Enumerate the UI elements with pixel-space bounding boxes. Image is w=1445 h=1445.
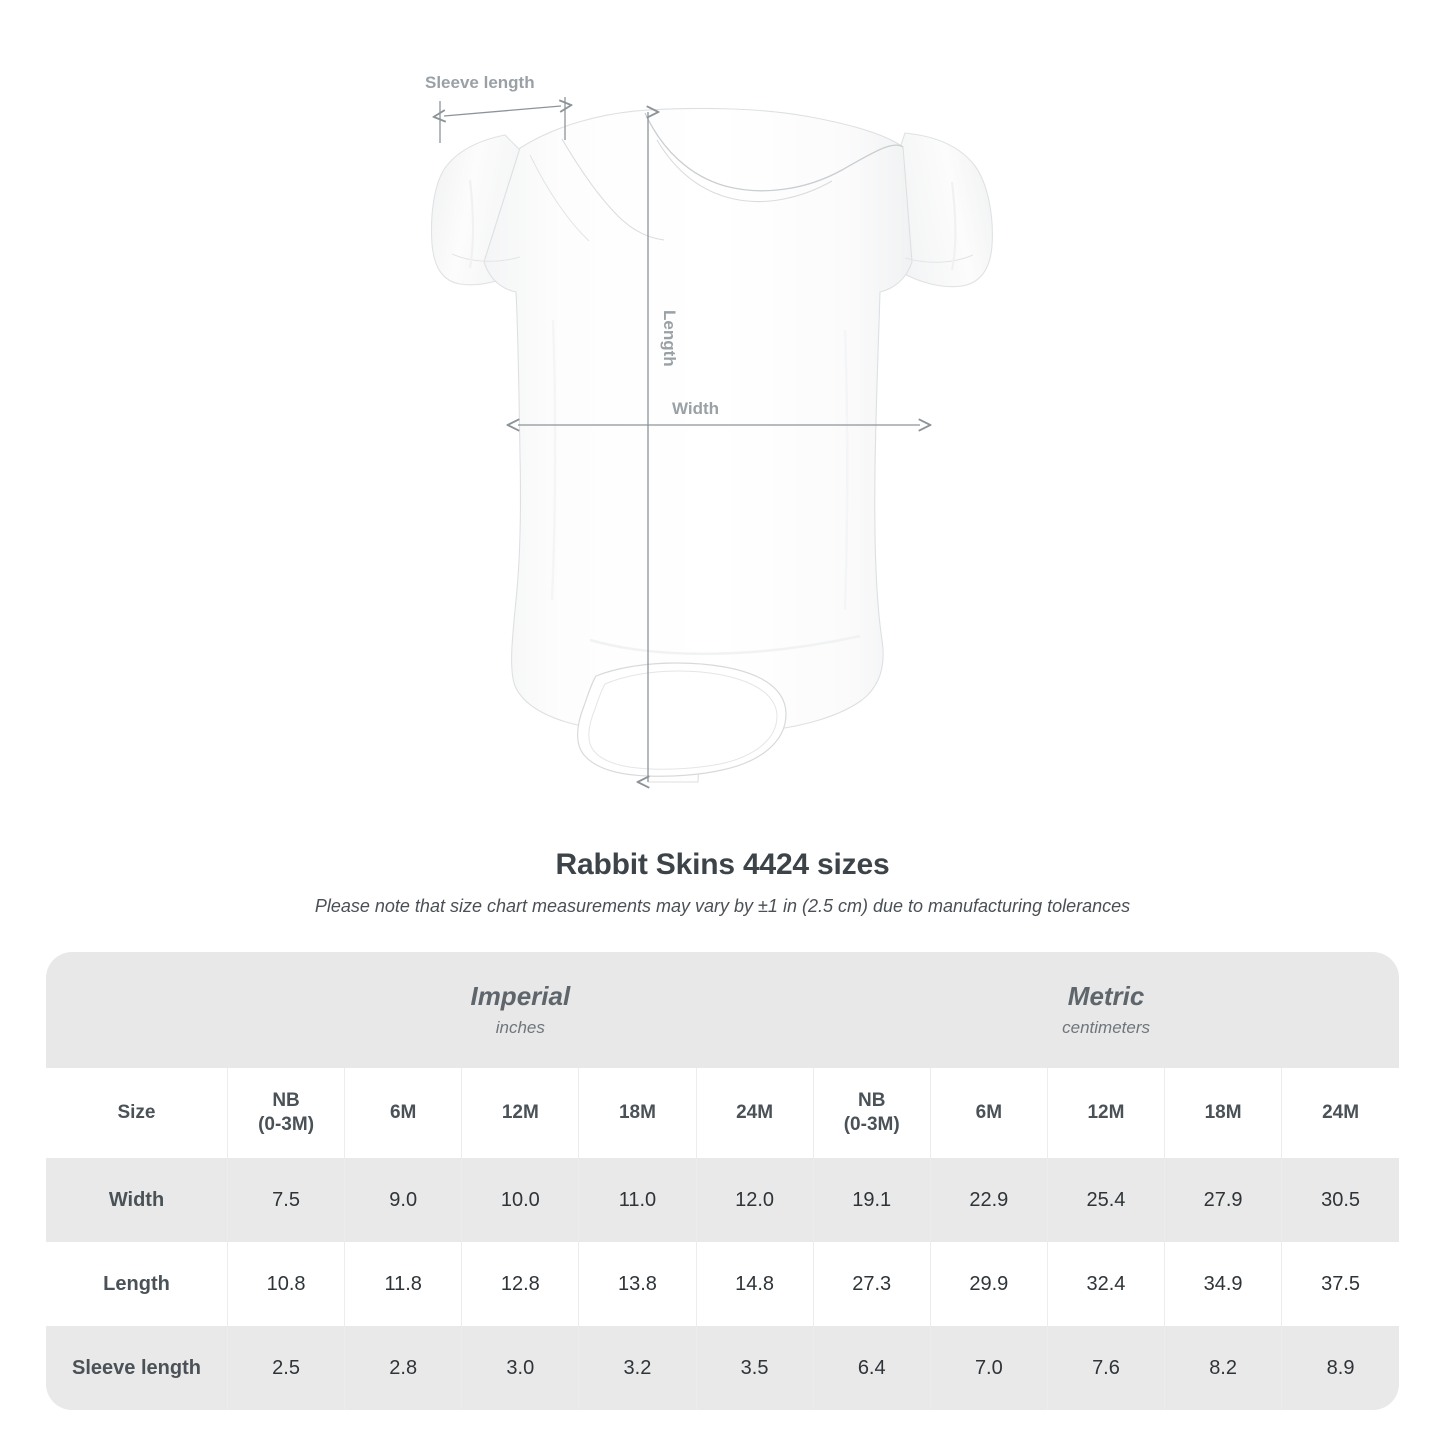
cell-length-1: 11.8 — [344, 1242, 462, 1326]
unit-banner-row: Imperial inches Metric centimeters — [46, 952, 1399, 1068]
cell-length-7: 32.4 — [1046, 1242, 1165, 1326]
cell-sleeve-3: 3.2 — [578, 1326, 696, 1410]
size-name: 18M — [1204, 1102, 1242, 1124]
cell-width-9: 30.5 — [1281, 1158, 1399, 1242]
cell-width-6: 22.9 — [929, 1158, 1048, 1242]
size-name: NB — [857, 1090, 886, 1112]
size-name: 6M — [975, 1102, 1003, 1124]
size-name: 6M — [389, 1102, 417, 1124]
sleeve-length-label: Sleeve length — [425, 73, 535, 92]
unit-banner-spacer — [46, 952, 228, 1068]
cell-width-8: 27.9 — [1164, 1158, 1282, 1242]
size-table-container: Imperial inches Metric centimeters Size … — [46, 952, 1399, 1410]
table-row: Width 7.5 9.0 10.0 11.0 12.0 19.1 22.9 2… — [46, 1158, 1399, 1242]
table-row: Sleeve length 2.5 2.8 3.0 3.2 3.5 6.4 7.… — [46, 1326, 1399, 1410]
size-name: 12M — [501, 1102, 539, 1124]
cell-length-4: 14.8 — [695, 1242, 814, 1326]
size-header-label: Size — [46, 1068, 228, 1158]
cell-sleeve-4: 3.5 — [695, 1326, 814, 1410]
page-subtitle: Please note that size chart measurements… — [314, 896, 1131, 916]
cell-length-9: 37.5 — [1281, 1242, 1399, 1326]
cell-length-2: 12.8 — [461, 1242, 579, 1326]
sleeve-arrow — [444, 106, 561, 116]
cell-length-8: 34.9 — [1164, 1242, 1282, 1326]
cell-sleeve-2: 3.0 — [461, 1326, 579, 1410]
cell-width-1: 9.0 — [344, 1158, 462, 1242]
title-block: Rabbit Skins 4424 sizes Please note that… — [0, 848, 1445, 917]
size-header-cell-8: 18M — [1164, 1068, 1282, 1158]
size-name: 18M — [618, 1102, 656, 1124]
row-label-length: Length — [46, 1242, 228, 1326]
size-header-cell-3: 18M — [578, 1068, 696, 1158]
cell-sleeve-8: 8.2 — [1164, 1326, 1282, 1410]
bodysuit-graphic — [431, 107, 993, 783]
size-header-cell-5: NB (0-3M) — [812, 1068, 931, 1158]
row-label-sleeve-length: Sleeve length — [46, 1326, 228, 1410]
cell-length-5: 27.3 — [812, 1242, 931, 1326]
cell-sleeve-1: 2.8 — [344, 1326, 462, 1410]
sleeve-length-dimension — [440, 97, 565, 143]
size-header-cell-6: 6M — [929, 1068, 1048, 1158]
size-table: Imperial inches Metric centimeters Size … — [46, 952, 1399, 1410]
cell-sleeve-5: 6.4 — [812, 1326, 931, 1410]
cell-width-0: 7.5 — [226, 1158, 345, 1242]
cell-length-6: 29.9 — [929, 1242, 1048, 1326]
size-header-cell-4: 24M — [695, 1068, 814, 1158]
cell-width-7: 25.4 — [1046, 1158, 1165, 1242]
unit-group-metric-sub: centimeters — [1062, 1017, 1151, 1037]
row-label-width: Width — [46, 1158, 228, 1242]
unit-group-metric: Metric centimeters — [813, 952, 1399, 1068]
cell-width-2: 10.0 — [461, 1158, 579, 1242]
size-header-cell-9: 24M — [1281, 1068, 1399, 1158]
unit-group-imperial-sub: inches — [495, 1017, 545, 1037]
cell-width-4: 12.0 — [695, 1158, 814, 1242]
size-sub: (0-3M) — [258, 1114, 315, 1135]
cell-width-5: 19.1 — [812, 1158, 931, 1242]
width-label: Width — [672, 399, 719, 418]
size-header-cell-1: 6M — [344, 1068, 462, 1158]
size-name: 12M — [1087, 1102, 1125, 1124]
size-header-cell-2: 12M — [461, 1068, 579, 1158]
cell-width-3: 11.0 — [578, 1158, 696, 1242]
size-header-cell-7: 12M — [1046, 1068, 1165, 1158]
cell-length-3: 13.8 — [578, 1242, 696, 1326]
unit-group-imperial: Imperial inches — [227, 952, 814, 1068]
table-row: Length 10.8 11.8 12.8 13.8 14.8 27.3 29.… — [46, 1242, 1399, 1326]
garment-illustration: Sleeve length Length Width — [425, 73, 993, 830]
cell-sleeve-6: 7.0 — [929, 1326, 1048, 1410]
size-header-cell-0: NB (0-3M) — [226, 1068, 345, 1158]
size-name: NB — [272, 1090, 300, 1112]
size-name: 24M — [736, 1102, 774, 1124]
size-name: 24M — [1322, 1102, 1360, 1124]
cell-sleeve-7: 7.6 — [1046, 1326, 1165, 1410]
cell-sleeve-0: 2.5 — [226, 1326, 345, 1410]
cell-sleeve-9: 8.9 — [1281, 1326, 1399, 1410]
page-title: Rabbit Skins 4424 sizes — [555, 848, 890, 881]
unit-group-metric-name: Metric — [1067, 981, 1145, 1012]
size-header-row: Size NB (0-3M) 6M 12M 18M 24M — [46, 1068, 1399, 1158]
cell-length-0: 10.8 — [226, 1242, 345, 1326]
length-label: Length — [660, 310, 679, 367]
size-sub: (0-3M) — [843, 1114, 900, 1135]
unit-group-imperial-name: Imperial — [470, 981, 571, 1012]
